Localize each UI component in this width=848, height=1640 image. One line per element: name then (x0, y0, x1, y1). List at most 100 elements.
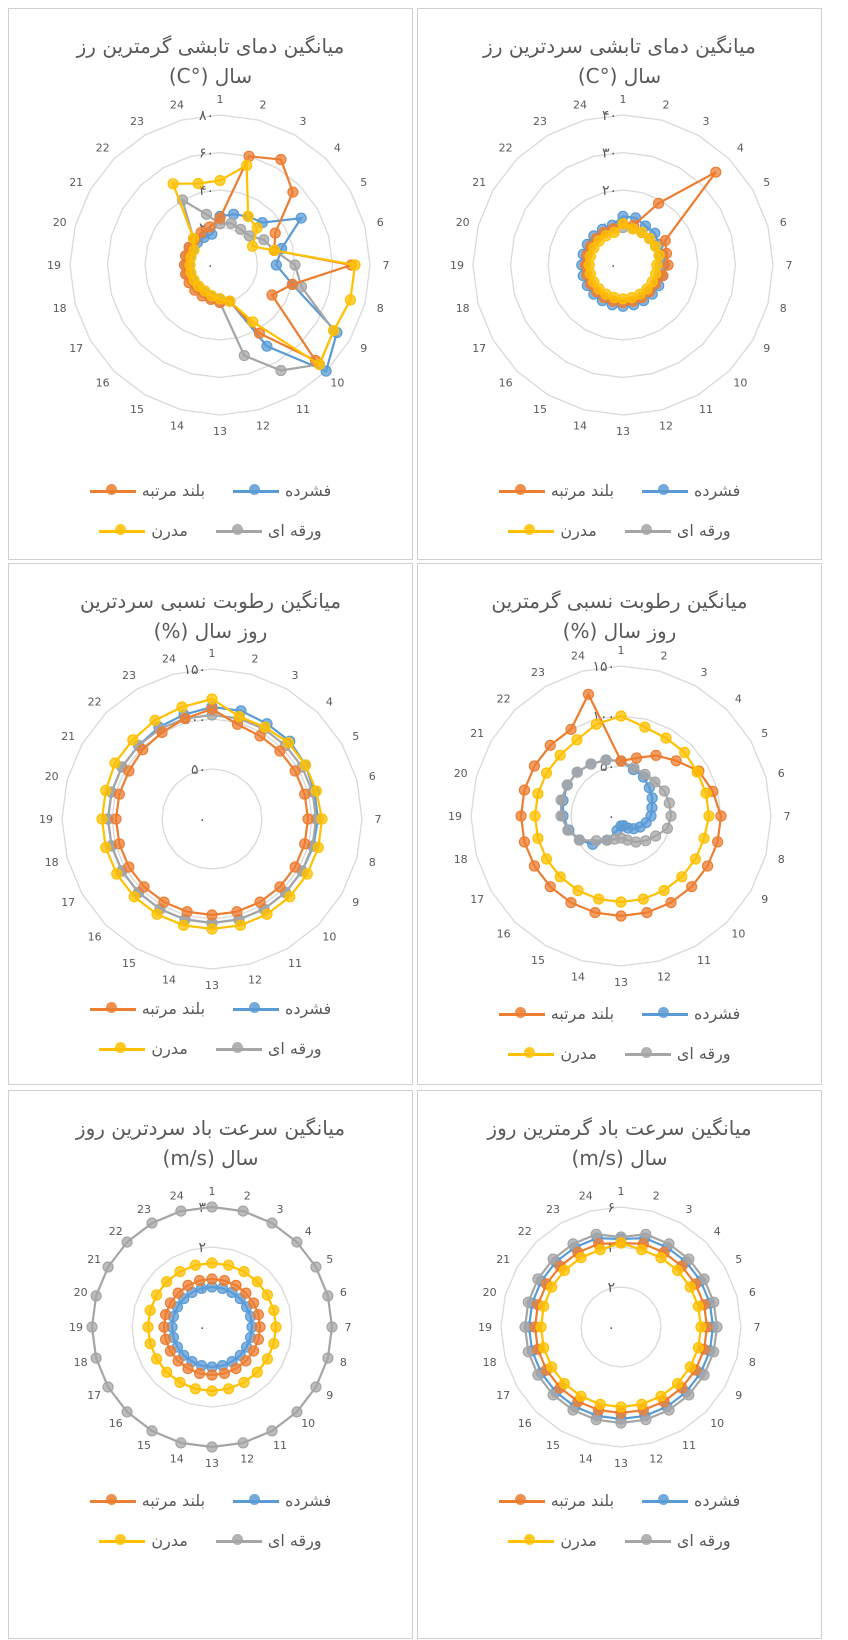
tick-label: ۱۵۰ (183, 662, 206, 678)
data-point (615, 1237, 627, 1249)
data-point (181, 906, 193, 918)
data-point (235, 223, 247, 235)
legend-marker-icon (233, 1001, 280, 1016)
legend-label: مدرن (151, 1039, 188, 1058)
legend-label: فشرده (285, 999, 332, 1018)
data-point (540, 853, 553, 865)
category-label: 3 (300, 115, 307, 128)
data-point (630, 752, 643, 764)
legend-marker-icon (99, 523, 146, 538)
data-point (259, 721, 271, 733)
data-point (248, 1345, 260, 1357)
data-point (532, 832, 544, 844)
data-point (261, 908, 273, 920)
data-point (228, 208, 240, 220)
legend: فشرده بلند مرتبه ورقه ای مدرن (9, 999, 412, 1069)
data-point (172, 1355, 184, 1367)
data-point (175, 1437, 187, 1449)
data-point (194, 1275, 206, 1287)
category-label: 12 (659, 419, 673, 432)
grid-ring (106, 151, 334, 379)
grid-ring (580, 1286, 662, 1368)
category-label: 17 (61, 896, 75, 909)
category-label: 2 (653, 1190, 660, 1203)
tick-label: ۴ (607, 1240, 615, 1256)
category-label: 23 (122, 669, 136, 682)
category-label: 1 (618, 644, 625, 657)
data-point (665, 897, 677, 909)
data-point (628, 762, 640, 774)
data-point (110, 813, 122, 825)
data-point (287, 186, 299, 198)
data-point (214, 212, 226, 224)
category-label: 17 (470, 893, 484, 906)
data-point (188, 244, 200, 256)
data-point (237, 1437, 249, 1449)
data-point (252, 1333, 264, 1345)
data-point (161, 1276, 173, 1288)
data-point (151, 908, 163, 920)
category-label: 6 (780, 216, 787, 229)
category-label: 7 (786, 259, 793, 272)
category-label: 17 (472, 342, 486, 355)
category-label: 17 (87, 1389, 101, 1402)
data-point (144, 1304, 156, 1316)
data-point (571, 734, 583, 746)
data-point (270, 1321, 282, 1333)
data-point (712, 836, 724, 848)
grid-ring (500, 1206, 742, 1448)
category-label: 21 (470, 727, 484, 740)
category-label: 4 (334, 142, 341, 155)
data-point (258, 234, 270, 246)
category-label: 8 (369, 856, 376, 869)
tick-label: ۵۰ (191, 762, 206, 778)
data-point (567, 1404, 579, 1416)
data-point (684, 1281, 696, 1293)
data-point (138, 881, 150, 893)
tick-label: ۶۰ (199, 146, 214, 162)
category-label: 11 (273, 1439, 287, 1452)
data-point (270, 259, 282, 271)
category-label: 18 (456, 302, 470, 315)
category-label: 1 (217, 93, 224, 106)
chart-title: میانگین رطوبت نسبی سردترین روز سال (%) (79, 589, 342, 643)
category-label: 23 (137, 1203, 151, 1216)
category-label: 7 (754, 1321, 761, 1334)
category-label: 17 (496, 1389, 510, 1402)
data-point (243, 150, 255, 162)
data-point (261, 1353, 273, 1365)
data-point (182, 1363, 194, 1375)
tick-label: ۰ (198, 812, 206, 828)
data-point (195, 226, 207, 239)
category-label: 2 (260, 99, 267, 112)
category-label: 2 (661, 650, 668, 663)
data-point (206, 1369, 218, 1381)
tick-label: ۰ (198, 1320, 206, 1336)
grid-ring (472, 114, 774, 416)
data-point (615, 896, 627, 908)
data-point (715, 810, 727, 822)
legend-label: فشرده (694, 1491, 741, 1510)
legend-item: بلند مرتبه (89, 481, 205, 500)
category-label: 1 (618, 1185, 625, 1198)
chart-panel: میانگین دمای تابشی گرمترین رز سال (°C) 1 2… (8, 8, 413, 560)
data-point (660, 732, 672, 744)
legend-marker-icon (624, 523, 671, 538)
legend-marker-icon (508, 523, 555, 538)
legend-item: مدرن (508, 1531, 597, 1550)
chart-panel: میانگین دمای تابشی سردترین رز سال (°C) 1 2… (417, 8, 822, 560)
category-label: 2 (663, 99, 670, 112)
data-point (230, 1363, 242, 1375)
data-point (522, 1296, 534, 1308)
category-label: 3 (277, 1203, 284, 1216)
grid-ring (161, 768, 263, 870)
data-point (686, 881, 698, 893)
category-label: 19 (69, 1321, 83, 1334)
data-point (274, 881, 286, 893)
data-point (164, 1297, 176, 1309)
legend-marker-icon (498, 1006, 545, 1021)
data-point (661, 822, 673, 834)
category-label: 19 (450, 259, 464, 272)
category-label: 22 (499, 142, 513, 155)
